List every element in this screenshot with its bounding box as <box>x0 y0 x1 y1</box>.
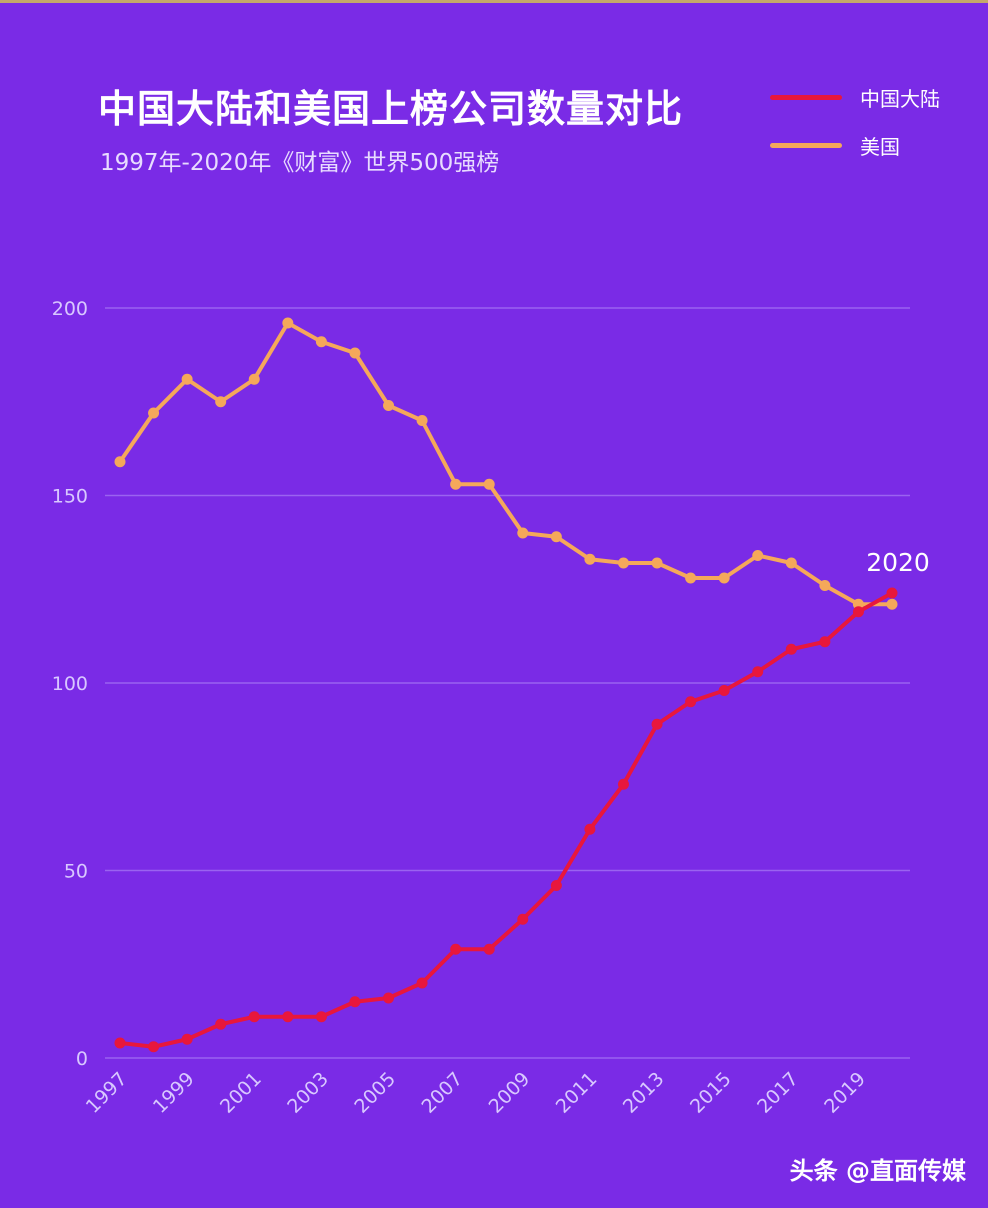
data-point-usa-2001 <box>248 373 260 385</box>
data-point-china-2013 <box>651 718 663 730</box>
data-point-china-2000 <box>215 1018 227 1030</box>
data-point-china-1997 <box>114 1037 126 1049</box>
data-point-china-2007 <box>450 943 462 955</box>
data-point-usa-1998 <box>148 407 160 419</box>
data-point-china-2001 <box>248 1011 260 1023</box>
x-tick-label-2007: 2007 <box>417 1068 467 1118</box>
y-tick-label-200: 200 <box>52 298 88 320</box>
data-point-china-2008 <box>483 943 495 955</box>
data-point-china-2004 <box>349 996 361 1008</box>
y-tick-label-100: 100 <box>52 673 88 695</box>
chart-title: 中国大陆和美国上榜公司数量对比 <box>98 87 684 131</box>
data-point-usa-2000 <box>215 396 227 408</box>
data-point-china-2003 <box>315 1011 327 1023</box>
x-tick-label-1997: 1997 <box>82 1068 132 1118</box>
x-tick-label-2009: 2009 <box>485 1068 535 1118</box>
x-tick-label-2015: 2015 <box>686 1068 736 1118</box>
data-point-china-2015 <box>718 685 730 696</box>
x-tick-label-2017: 2017 <box>753 1068 803 1118</box>
data-point-china-1999 <box>181 1033 193 1045</box>
data-point-usa-2015 <box>718 572 730 584</box>
data-point-usa-1999 <box>181 373 193 385</box>
data-point-china-2016 <box>752 666 764 678</box>
legend-label-usa: 美国 <box>860 134 900 159</box>
data-point-china-2017 <box>785 643 797 655</box>
data-point-china-2010 <box>550 880 562 891</box>
chart-subtitle: 1997年-2020年《财富》世界500强榜 <box>100 150 500 176</box>
data-point-usa-2006 <box>416 415 428 426</box>
x-tick-label-2013: 2013 <box>619 1068 669 1118</box>
data-point-china-2011 <box>584 823 596 835</box>
series-line-usa <box>118 321 894 607</box>
data-point-usa-2009 <box>517 527 529 539</box>
data-point-usa-2016 <box>752 550 764 561</box>
x-tick-label-2005: 2005 <box>350 1068 400 1118</box>
series-line-china <box>118 591 894 1049</box>
y-tick-label-150: 150 <box>52 486 88 508</box>
annotation-2020: 2020 <box>866 548 930 577</box>
data-point-usa-2011 <box>584 553 596 565</box>
data-point-usa-2007 <box>450 478 462 490</box>
legend-swatch-usa <box>770 142 842 148</box>
data-point-usa-2005 <box>383 400 395 411</box>
data-point-china-2002 <box>282 1011 294 1023</box>
data-point-usa-2008 <box>483 478 495 490</box>
y-tick-label-0: 0 <box>76 1048 88 1070</box>
data-point-usa-2018 <box>819 580 831 591</box>
data-point-china-2014 <box>685 696 697 708</box>
data-point-usa-2003 <box>315 336 327 348</box>
legend-item-china: 中国大陆 <box>770 82 940 112</box>
watermark: 头条 @直面传媒 <box>789 1157 966 1185</box>
data-point-usa-2002 <box>282 317 294 329</box>
data-point-china-2012 <box>617 778 629 790</box>
data-point-china-2019 <box>852 606 864 618</box>
x-tick-label-2001: 2001 <box>216 1068 266 1118</box>
legend: 中国大陆 美国 <box>770 82 940 178</box>
legend-item-usa: 美国 <box>770 130 940 160</box>
data-point-china-2020 <box>886 587 898 599</box>
data-point-usa-2010 <box>550 531 562 543</box>
data-point-usa-2004 <box>349 347 361 359</box>
data-point-usa-1997 <box>114 456 126 468</box>
y-tick-label-50: 50 <box>64 861 88 883</box>
data-point-china-2018 <box>819 636 831 648</box>
legend-label-china: 中国大陆 <box>860 86 940 111</box>
x-tick-label-1999: 1999 <box>149 1068 199 1118</box>
data-point-china-2006 <box>416 977 428 989</box>
data-point-usa-2014 <box>685 572 697 584</box>
data-point-china-1998 <box>148 1041 160 1053</box>
data-point-usa-2020 <box>886 598 898 610</box>
legend-swatch-china <box>770 94 842 100</box>
x-tick-label-2019: 2019 <box>820 1068 870 1118</box>
top-border <box>0 0 988 3</box>
x-tick-label-2003: 2003 <box>283 1068 333 1118</box>
data-point-usa-2012 <box>617 557 629 569</box>
data-point-china-2009 <box>517 913 529 925</box>
data-point-usa-2017 <box>785 557 797 569</box>
data-point-usa-2013 <box>651 557 663 569</box>
x-tick-label-2011: 2011 <box>552 1068 602 1118</box>
data-point-china-2005 <box>383 992 395 1004</box>
